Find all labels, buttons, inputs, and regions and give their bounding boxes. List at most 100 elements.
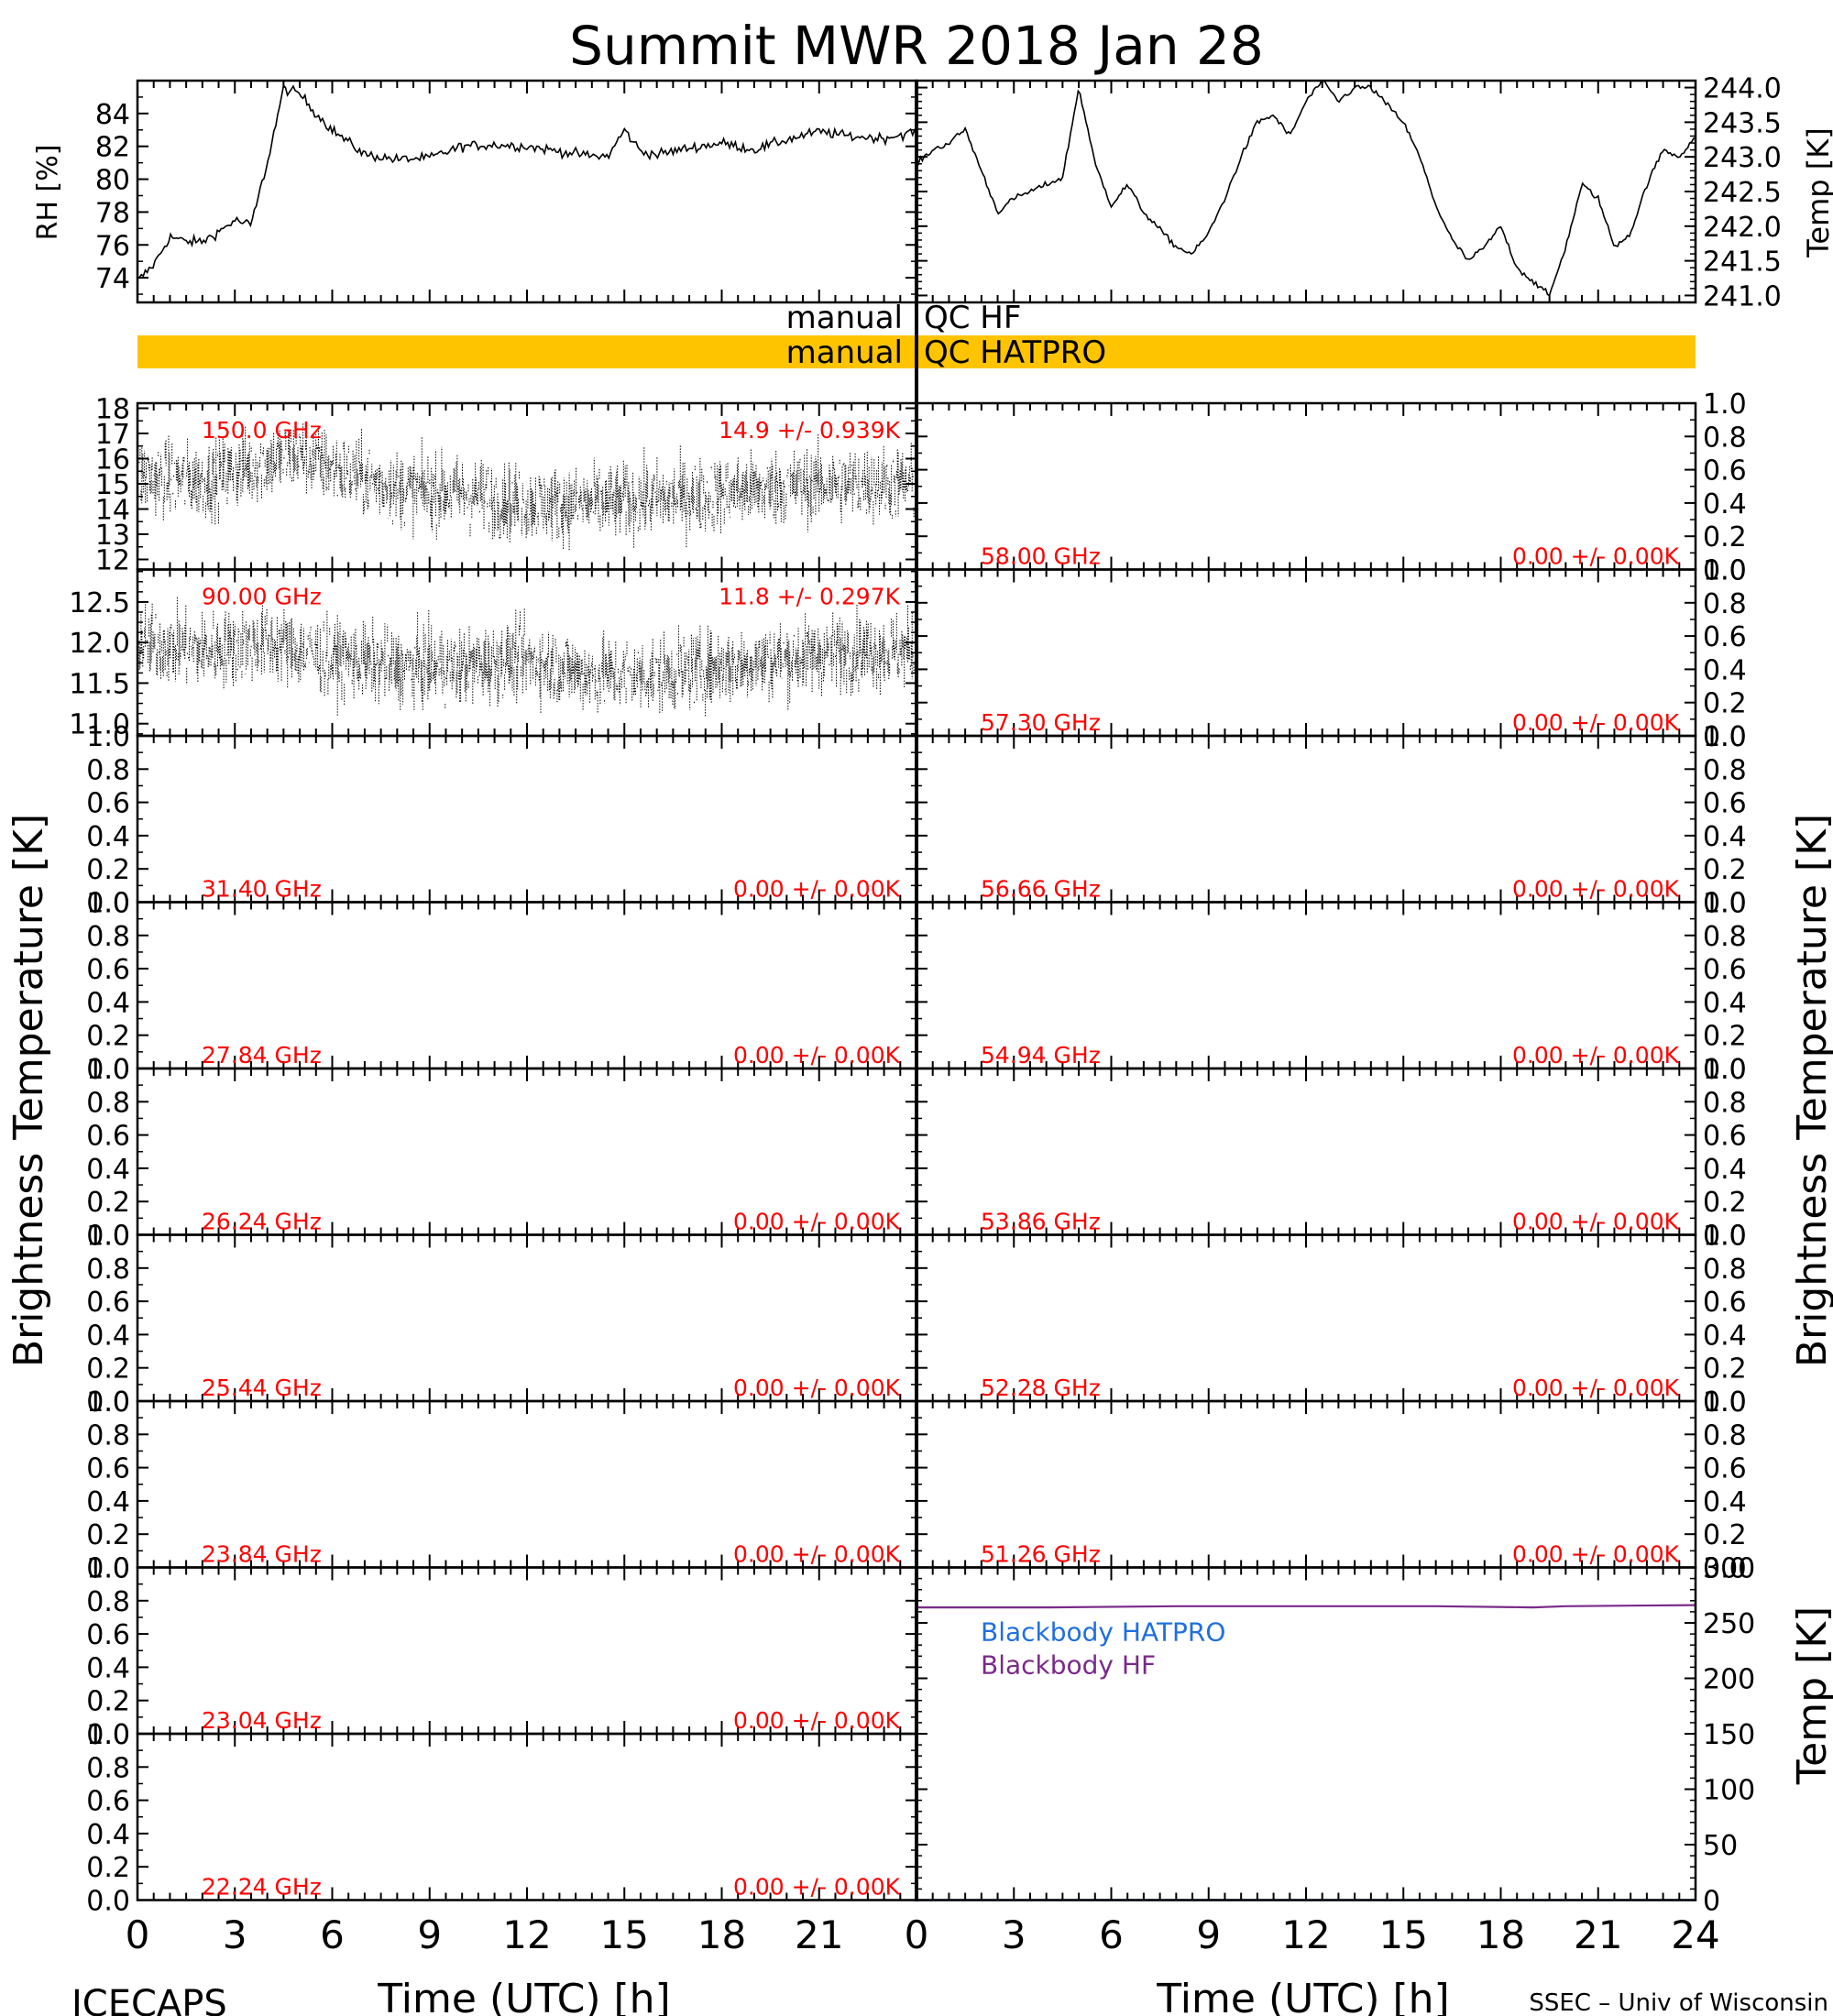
channel-label: 51.26 GHz xyxy=(981,1541,1101,1568)
y-tick-label: 1.0 xyxy=(1703,1221,1747,1253)
y-tick-label: 0.2 xyxy=(1703,1353,1747,1386)
y-tick-label: 0.6 xyxy=(86,1619,130,1651)
y-tick-label: 0.6 xyxy=(1703,1121,1747,1153)
bt-panel-9000: 11.0 11.5 12.0 12.5 90.00 GHz 11.8 +/- 0.297K xyxy=(69,568,918,741)
x-tick-label-left: 21 xyxy=(795,1912,843,1957)
y-tick-label: 0.2 xyxy=(1703,1021,1747,1053)
channel-label: 31.40 GHz xyxy=(202,876,322,903)
y-tick-label: 12.5 xyxy=(69,587,130,619)
y-tick-label: 0.6 xyxy=(1703,1287,1747,1319)
y-tick-label: 80 xyxy=(95,165,130,197)
y-tick-label: 12.0 xyxy=(69,628,130,660)
channel-label: 25.44 GHz xyxy=(202,1375,322,1401)
bt-scatter-points xyxy=(138,423,915,551)
channel-stat-label: 0.00 +/- 0.00K xyxy=(1512,543,1680,570)
y-tick-label: 0.6 xyxy=(86,1786,130,1818)
y-tick-label: 0.4 xyxy=(86,821,130,853)
panel-frame xyxy=(136,79,918,304)
y-tick-label: 76 xyxy=(95,230,130,262)
channel-stat-label: 0.00 +/- 0.00K xyxy=(733,1707,901,1734)
y-tick-label: 0.0 xyxy=(1703,555,1747,587)
y-tick-label: 0.6 xyxy=(86,1453,130,1485)
qc-hf-label: QC HF xyxy=(924,300,1021,336)
channel-label: 150.0 GHz xyxy=(202,417,322,444)
y-tick-label: 0.0 xyxy=(1703,1054,1747,1086)
footer-icecaps: ICECAPS xyxy=(71,1983,227,2016)
y-tick-label: 0.2 xyxy=(1703,854,1747,886)
y-tick-label: 0.8 xyxy=(86,1419,130,1452)
channel-label: 57.30 GHz xyxy=(981,709,1101,736)
y-tick-label: 0.4 xyxy=(1703,488,1747,520)
bt-scatter-points xyxy=(138,597,915,718)
y-tick-label: 242.0 xyxy=(1703,212,1782,244)
y-tick-label: 0.4 xyxy=(86,1320,130,1352)
y-tick-label: 0.0 xyxy=(86,1886,130,1918)
y-tick-label: 11.0 xyxy=(69,709,130,741)
y-tick-label: 0.0 xyxy=(86,888,130,920)
bt-panel-2304: 0.00.20.40.60.81.023.04 GHz 0.00 +/- 0.00… xyxy=(86,1553,918,1751)
channel-stat-label: 0.00 +/- 0.00K xyxy=(733,1874,901,1901)
y-tick-label: 1.0 xyxy=(86,1054,130,1086)
channel-label: 54.94 GHz xyxy=(981,1042,1101,1068)
y-tick-label: 12 xyxy=(95,545,130,577)
y-tick-label: 13 xyxy=(95,520,130,552)
x-tick-labels: 0 0 3 3 6 6 9 9 12 12 15 15 18 18 21 21 24 xyxy=(126,1912,1720,1957)
y-tick-label: 0.2 xyxy=(86,1686,130,1718)
x-tick-label-right: 6 xyxy=(1099,1912,1124,1957)
x-tick-label-right: 21 xyxy=(1574,1912,1622,1957)
y-tick-label: 0.8 xyxy=(1703,1419,1747,1452)
bt-panel-2224: 0.00.20.40.60.81.022.24 GHz 0.00 +/- 0.00… xyxy=(86,1719,918,1918)
bb-series-line-1 xyxy=(916,1604,1696,1609)
y-tick-label: 0.6 xyxy=(1703,788,1747,820)
y-tick-label: 16 xyxy=(95,444,130,477)
channel-label: 56.66 GHz xyxy=(981,876,1101,903)
bt-panel-5494: 0.00.20.40.60.81.054.94 GHz 0.00 +/- 0.00… xyxy=(915,888,1747,1086)
channel-stat-label: 0.00 +/- 0.00K xyxy=(1512,1541,1680,1568)
y-tick-label: 1.0 xyxy=(86,1553,130,1585)
y-tick-label: 17 xyxy=(95,419,130,451)
temp-top-axis-label: Temp [K] xyxy=(1801,127,1833,257)
channel-stat-label: 0.00 +/- 0.00K xyxy=(1512,876,1680,903)
y-tick-label: 0.8 xyxy=(86,1752,130,1784)
x-tick-label-left: 3 xyxy=(223,1912,247,1957)
y-tick-label: 0.2 xyxy=(1703,1519,1747,1551)
y-tick-label: 100 xyxy=(1703,1775,1755,1807)
y-tick-label: 0.4 xyxy=(1703,1154,1747,1186)
y-tick-label: 14 xyxy=(95,495,130,527)
x-tick-label-right: 0 xyxy=(905,1912,929,1957)
channel-stat-label: 0.00 +/- 0.00K xyxy=(733,1042,901,1068)
rh-axis-label: RH [%] xyxy=(32,145,64,241)
x-tick-label-right: 3 xyxy=(1002,1912,1026,1957)
y-tick-label: 1.0 xyxy=(1703,389,1747,421)
channel-label: 58.00 GHz xyxy=(981,543,1101,570)
y-tick-label: 0.4 xyxy=(86,1819,130,1851)
y-tick-label: 0.8 xyxy=(1703,588,1747,620)
x-tick-label-right: 15 xyxy=(1379,1912,1428,1957)
y-tick-label: 243.0 xyxy=(1703,142,1782,174)
y-tick-label: 78 xyxy=(95,197,130,229)
y-tick-label: 0.6 xyxy=(1703,621,1747,653)
y-tick-label: 0.4 xyxy=(1703,654,1747,686)
y-tick-label: 0.2 xyxy=(86,854,130,886)
chart-title: Summit MWR 2018 Jan 28 xyxy=(569,15,1264,77)
qc-hatpro-manual-label: manual xyxy=(786,334,903,371)
y-tick-label: 0.6 xyxy=(86,954,130,986)
y-tick-label: 300 xyxy=(1703,1553,1755,1585)
channel-stat-label: 0.00 +/- 0.00K xyxy=(1512,1042,1680,1068)
y-tick-label: 84 xyxy=(95,99,130,131)
x-tick-label-right: 9 xyxy=(1196,1912,1221,1957)
y-tick-label: 0.8 xyxy=(1703,1254,1747,1286)
y-tick-label: 150 xyxy=(1703,1719,1755,1751)
legend-entry: Blackbody HF xyxy=(981,1650,1156,1681)
y-tick-label: 0.8 xyxy=(1703,921,1747,953)
y-tick-label: 11.5 xyxy=(69,668,130,700)
bt-panel-5228: 0.00.20.40.60.81.052.28 GHz 0.00 +/- 0.00… xyxy=(915,1221,1747,1419)
y-tick-label: 0.4 xyxy=(1703,1486,1747,1518)
y-tick-label: 1.0 xyxy=(86,1719,130,1751)
time-axis-label-left: Time (UTC) [h] xyxy=(377,1976,670,2016)
y-tick-label: 1.0 xyxy=(1703,555,1747,587)
y-tick-label: 0.0 xyxy=(86,1719,130,1751)
